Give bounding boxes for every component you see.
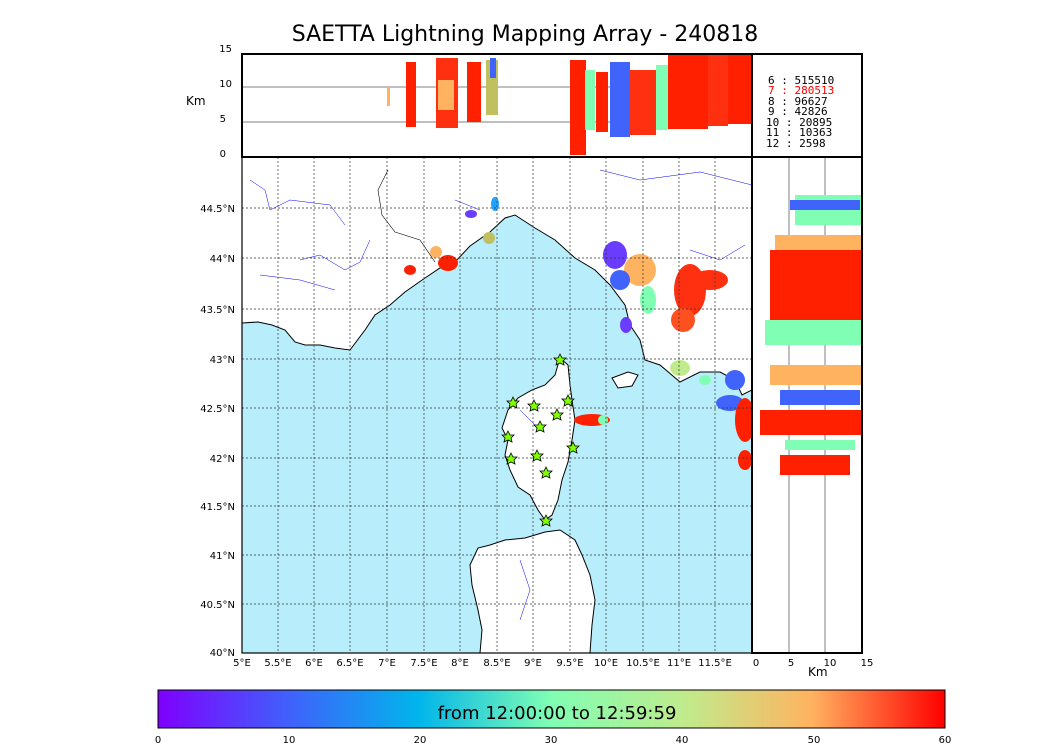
lon-tick: 10.5°E bbox=[626, 658, 660, 669]
ytick: 15 bbox=[219, 44, 232, 55]
lightning-sources bbox=[404, 197, 752, 470]
right-altitude-panel[interactable] bbox=[752, 157, 862, 653]
lon-tick: 5.5°E bbox=[264, 658, 291, 669]
right-panel-frame bbox=[751, 156, 863, 654]
sardinia-island bbox=[469, 529, 596, 653]
lon-tick: 9°E bbox=[524, 658, 542, 669]
map-gridlines bbox=[242, 157, 752, 653]
legend-row: 12 : 2598 bbox=[766, 137, 826, 150]
lon-tick: 6.5°E bbox=[336, 658, 363, 669]
colorbar-gradient bbox=[157, 689, 946, 729]
xtick: 15 bbox=[861, 658, 874, 669]
lat-tick: 43.5°N bbox=[200, 305, 235, 316]
legend-row: 11 : 10363 bbox=[766, 126, 832, 139]
lon-tick: 7°E bbox=[378, 658, 396, 669]
lon-tick-labels: 5°E 5.5°E 6°E 6.5°E 7°E 7.5°E 8°E 8.5°E … bbox=[233, 658, 732, 669]
top-panel-yticks: 0 5 10 15 Km bbox=[186, 44, 232, 160]
lon-tick: 11°E bbox=[667, 658, 691, 669]
lat-tick: 43°N bbox=[210, 355, 235, 366]
lat-tick: 41.5°N bbox=[200, 502, 235, 513]
star-icon bbox=[566, 441, 580, 454]
star-icon bbox=[504, 452, 518, 465]
xtick: 0 bbox=[753, 658, 759, 669]
right-panel-xlabel: Km bbox=[808, 665, 828, 679]
lon-tick: 8°E bbox=[451, 658, 469, 669]
lon-tick: 11.5°E bbox=[698, 658, 732, 669]
star-icon bbox=[539, 466, 553, 479]
river-line bbox=[249, 169, 752, 621]
lon-tick: 10°E bbox=[594, 658, 618, 669]
xtick: 5 bbox=[788, 658, 794, 669]
star-icon bbox=[527, 399, 541, 412]
colorbar-tick: 60 bbox=[939, 735, 952, 746]
colorbar-label: from 12:00:00 to 12:59:59 bbox=[438, 703, 677, 724]
colorbar-tick: 0 bbox=[155, 735, 161, 746]
ytick: 0 bbox=[220, 149, 226, 160]
legend-row: 7 : 280513 bbox=[768, 84, 834, 97]
star-icon bbox=[539, 514, 553, 527]
lon-tick: 6°E bbox=[305, 658, 323, 669]
star-icon bbox=[506, 396, 520, 409]
lat-tick: 42.5°N bbox=[200, 404, 235, 415]
xtick: 10 bbox=[824, 658, 837, 669]
time-colorbar: from 12:00:00 to 12:59:59 0 10 20 30 40 … bbox=[155, 689, 952, 746]
lat-tick-labels: 40°N 40.5°N 41°N 41.5°N 42°N 42.5°N 43°N… bbox=[200, 204, 235, 659]
lat-tick: 44°N bbox=[210, 254, 235, 265]
corsica-island bbox=[501, 357, 576, 521]
right-panel-xticks: 0 5 10 15 Km bbox=[753, 658, 874, 679]
border-line bbox=[377, 169, 436, 263]
lat-tick: 42°N bbox=[210, 454, 235, 465]
lat-tick: 40°N bbox=[210, 648, 235, 659]
colorbar-tick: 40 bbox=[676, 735, 689, 746]
lat-tick: 40.5°N bbox=[200, 600, 235, 611]
elba-island bbox=[611, 371, 639, 389]
station-markers bbox=[501, 353, 580, 527]
legend-row: 8 : 96627 bbox=[768, 95, 828, 108]
lat-tick: 44.5°N bbox=[200, 204, 235, 215]
ytick: 5 bbox=[220, 114, 226, 125]
colorbar-tick: 10 bbox=[283, 735, 296, 746]
lon-tick: 7.5°E bbox=[410, 658, 437, 669]
figure-title: SAETTA Lightning Mapping Array - 240818 bbox=[291, 22, 759, 47]
mainland-france-land bbox=[242, 157, 752, 396]
top-panel-ylabel: Km bbox=[186, 94, 206, 108]
star-icon bbox=[553, 353, 567, 366]
colorbar-tick: 20 bbox=[414, 735, 427, 746]
star-icon bbox=[533, 420, 547, 433]
lon-tick: 8.5°E bbox=[483, 658, 510, 669]
lat-tick: 41°N bbox=[210, 551, 235, 562]
star-icon bbox=[501, 430, 515, 443]
star-icon bbox=[561, 394, 575, 407]
station-count-legend: 6 : 515510 7 : 280513 8 : 96627 9 : 4282… bbox=[754, 56, 860, 155]
top-altitude-panel[interactable] bbox=[242, 54, 752, 157]
star-icon bbox=[550, 408, 564, 421]
legend-row: 10 : 20895 bbox=[766, 116, 832, 129]
legend-row: 9 : 42826 bbox=[768, 105, 828, 118]
lon-tick: 5°E bbox=[233, 658, 251, 669]
colorbar-tick: 50 bbox=[808, 735, 821, 746]
colorbar-tick: 30 bbox=[545, 735, 558, 746]
legend-row: 6 : 515510 bbox=[768, 74, 834, 87]
map-panel[interactable] bbox=[242, 157, 755, 653]
ytick: 10 bbox=[219, 79, 232, 90]
lon-tick: 9.5°E bbox=[556, 658, 583, 669]
star-icon bbox=[530, 449, 544, 462]
